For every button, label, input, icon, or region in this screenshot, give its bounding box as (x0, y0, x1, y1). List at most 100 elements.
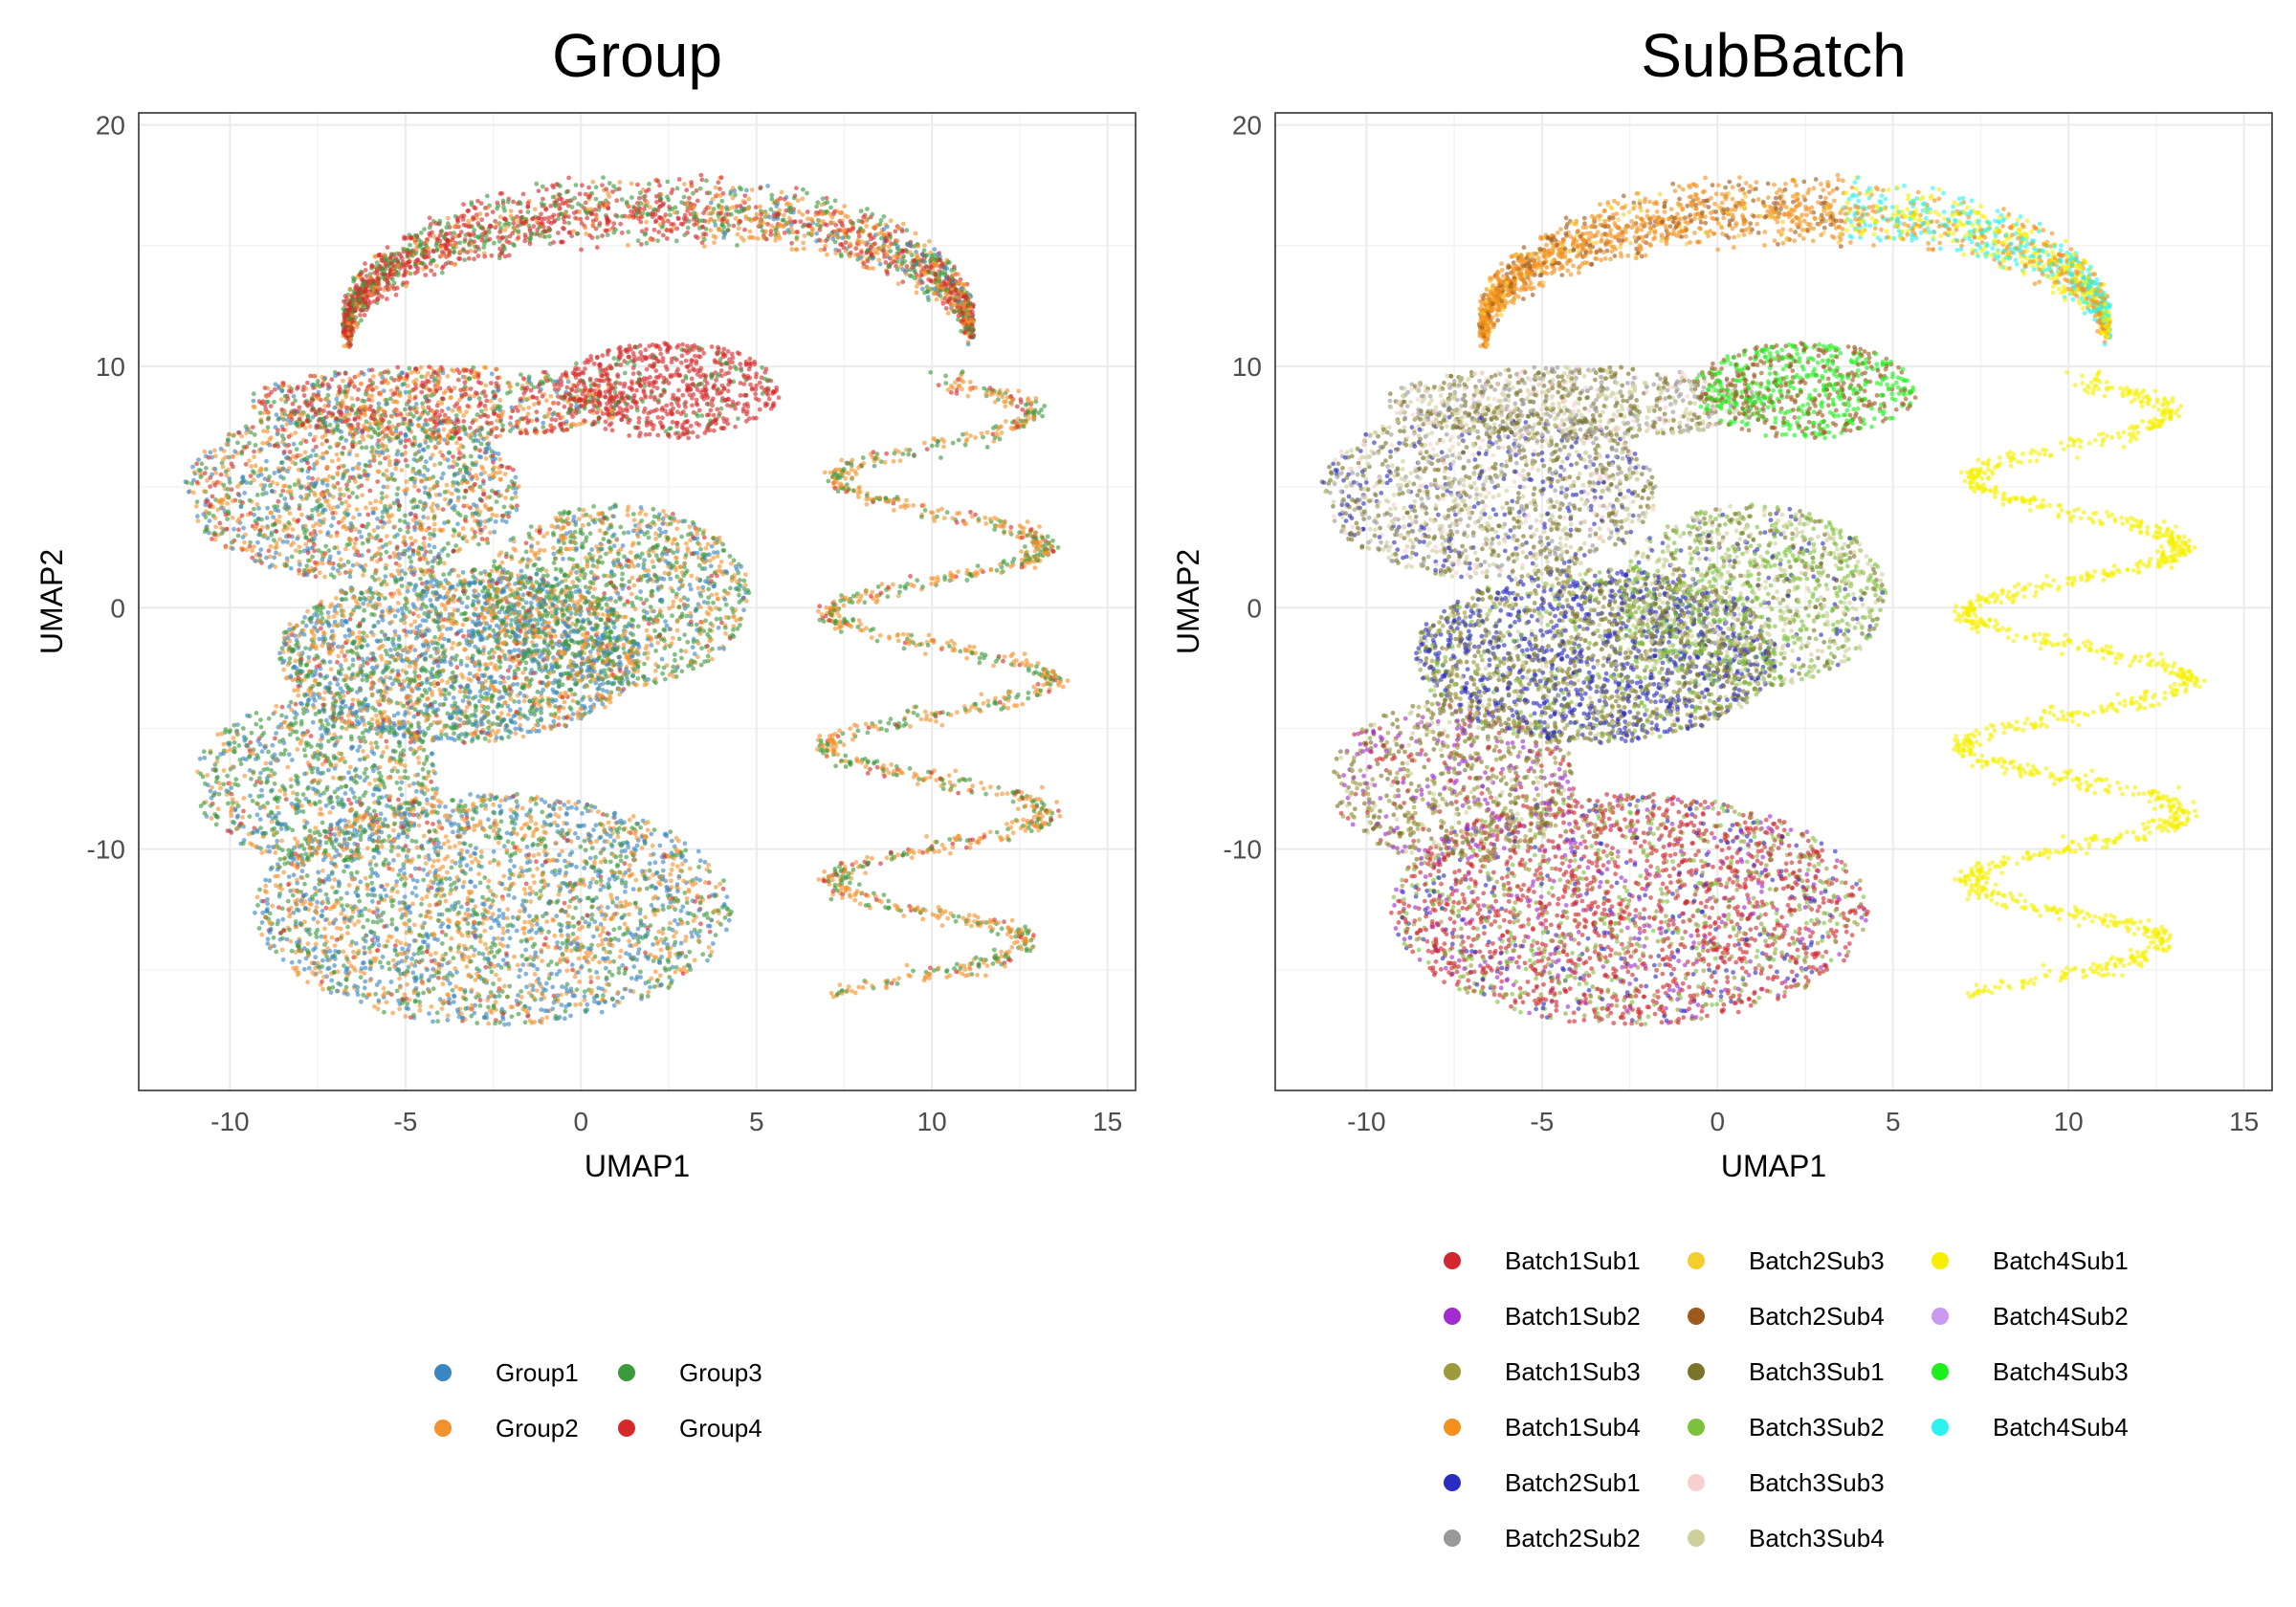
data-point (590, 877, 595, 882)
data-point (422, 761, 427, 766)
data-point (552, 934, 557, 938)
data-point (399, 915, 404, 920)
data-point (424, 691, 429, 695)
data-point (671, 862, 675, 867)
data-point (306, 950, 311, 955)
data-point (280, 848, 285, 852)
data-point (554, 1014, 559, 1019)
data-point (617, 1001, 622, 1005)
data-point (571, 915, 576, 920)
data-point (270, 774, 275, 779)
data-point (527, 1006, 532, 1011)
data-point (332, 963, 337, 968)
data-point (329, 861, 334, 866)
data-point (358, 596, 363, 601)
data-point (482, 794, 487, 799)
data-point (370, 943, 375, 948)
data-point (583, 989, 587, 994)
data-point (217, 781, 222, 786)
data-point (421, 868, 426, 872)
data-point (276, 885, 281, 890)
data-point (724, 928, 729, 933)
data-point (497, 908, 502, 913)
data-point (508, 936, 513, 941)
data-point (591, 935, 596, 939)
data-point (649, 953, 653, 958)
data-point (478, 1003, 483, 1008)
data-point (421, 618, 426, 623)
data-point (441, 981, 446, 986)
data-point (324, 906, 329, 911)
data-point (279, 826, 284, 831)
data-point (412, 670, 417, 674)
data-point (624, 899, 629, 904)
data-point (714, 885, 718, 890)
data-point (659, 948, 664, 953)
data-point (539, 997, 543, 1002)
data-point (600, 942, 605, 947)
data-point (334, 864, 339, 869)
data-point (487, 879, 492, 884)
data-point (287, 752, 292, 757)
data-point (371, 824, 376, 828)
data-point (513, 727, 518, 732)
data-point (396, 798, 401, 803)
data-point (648, 985, 652, 990)
data-point (260, 749, 265, 754)
data-point (258, 817, 263, 822)
data-point (422, 776, 427, 781)
data-point (562, 706, 566, 711)
data-point (529, 601, 534, 605)
data-point (287, 914, 292, 919)
data-point (576, 836, 581, 841)
data-point (643, 914, 648, 919)
data-point (362, 722, 366, 727)
data-point (472, 1011, 476, 1016)
data-point (628, 943, 632, 948)
data-point (558, 969, 563, 974)
data-point (465, 863, 470, 868)
data-point (539, 711, 543, 715)
data-point (404, 911, 408, 915)
data-point (467, 956, 472, 960)
data-point (241, 841, 246, 846)
data-point (425, 821, 430, 826)
data-point (396, 853, 401, 858)
data-point (343, 591, 348, 596)
data-point (259, 788, 264, 793)
data-point (402, 921, 407, 926)
data-point (355, 887, 360, 892)
data-point (415, 879, 420, 884)
data-point (522, 887, 527, 892)
data-point (383, 898, 387, 903)
data-point (353, 983, 358, 988)
data-point (217, 792, 222, 797)
data-point (673, 848, 678, 852)
data-point (342, 870, 346, 874)
data-point (601, 926, 606, 931)
data-point (596, 1001, 601, 1005)
data-point (503, 887, 508, 892)
data-point (677, 874, 682, 879)
data-point (349, 848, 354, 853)
data-point (465, 656, 470, 661)
data-point (552, 803, 557, 807)
data-point (441, 625, 446, 629)
data-point (543, 936, 548, 941)
data-point (274, 731, 278, 736)
data-point (492, 936, 497, 941)
data-point (260, 911, 265, 915)
data-point (391, 828, 396, 833)
data-point (258, 805, 263, 810)
data-point (698, 858, 703, 863)
data-point (523, 715, 528, 719)
data-point (364, 728, 368, 733)
data-point (571, 628, 576, 633)
data-point (408, 664, 412, 669)
data-point (657, 844, 662, 848)
data-point (488, 860, 493, 865)
data-point (271, 845, 276, 849)
data-point (345, 865, 350, 870)
data-point (476, 599, 481, 604)
data-point (683, 848, 688, 853)
